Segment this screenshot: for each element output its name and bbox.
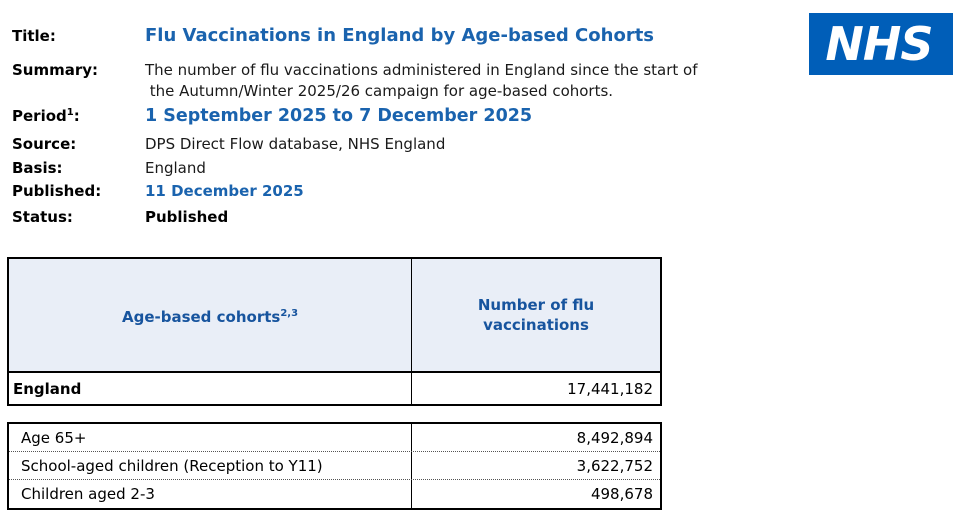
period-value: 1 September 2025 to 7 December 2025 bbox=[145, 106, 533, 126]
summary-row: Summary: The number of flu vaccinations … bbox=[12, 60, 802, 102]
count-column-header-text: Number of flu vaccinations bbox=[477, 296, 595, 334]
nhs-logo-text: NHS bbox=[825, 17, 933, 71]
summary-text: The number of flu vaccinations administe… bbox=[145, 61, 698, 100]
source-value: DPS Direct Flow database, NHS England bbox=[145, 135, 446, 153]
england-row-value: 17,441,182 bbox=[567, 379, 653, 398]
published-value: 11 December 2025 bbox=[145, 182, 304, 200]
status-value: Published bbox=[145, 208, 229, 226]
england-row-label: England bbox=[9, 373, 412, 404]
cohort-value: 498,678 bbox=[590, 485, 653, 503]
table-row: School-aged children (Reception to Y11) … bbox=[9, 452, 660, 480]
period-label-colon: : bbox=[73, 107, 80, 125]
published-row: Published: 11 December 2025 bbox=[12, 182, 802, 200]
count-column-header: Number of flu vaccinations bbox=[412, 259, 660, 371]
vaccinations-table: Age-based cohorts2,3 Number of flu vacci… bbox=[7, 257, 662, 406]
cohort-header-footnote-marker: 2,3 bbox=[280, 307, 299, 319]
published-label: Published: bbox=[12, 182, 102, 200]
period-footnote-marker: 1 bbox=[66, 107, 74, 118]
cohort-label: Children aged 2-3 bbox=[9, 480, 412, 508]
period-label-text: Period bbox=[12, 107, 67, 125]
england-total-row: England 17,441,182 bbox=[9, 373, 660, 404]
title-row: Title: Flu Vaccinations in England by Ag… bbox=[12, 25, 802, 46]
cohort-label: School-aged children (Reception to Y11) bbox=[9, 452, 412, 479]
basis-row: Basis: England bbox=[12, 159, 802, 177]
table-row: Children aged 2-3 498,678 bbox=[9, 480, 660, 508]
period-row: Period1: 1 September 2025 to 7 December … bbox=[12, 106, 802, 126]
cohort-header-label: Age-based cohorts bbox=[121, 307, 281, 326]
basis-value: England bbox=[145, 159, 206, 177]
nhs-logo: NHS bbox=[809, 13, 953, 75]
cohort-column-header: Age-based cohorts2,3 bbox=[9, 259, 412, 371]
cohort-column-header-text: Age-based cohorts2,3 bbox=[122, 304, 298, 327]
page-title: Flu Vaccinations in England by Age-based… bbox=[145, 25, 655, 46]
cohort-value: 8,492,894 bbox=[576, 428, 653, 447]
table-header-row: Age-based cohorts2,3 Number of flu vacci… bbox=[9, 259, 660, 373]
cohort-value: 3,622,752 bbox=[576, 456, 653, 475]
status-row: Status: Published bbox=[12, 208, 802, 226]
basis-label: Basis: bbox=[12, 159, 63, 177]
summary-label: Summary: bbox=[12, 61, 99, 79]
title-label: Title: bbox=[12, 27, 56, 45]
status-label: Status: bbox=[12, 208, 73, 226]
table-row: Age 65+ 8,492,894 bbox=[9, 424, 660, 452]
period-label: Period1: bbox=[12, 107, 145, 125]
cohort-breakdown-table: Age 65+ 8,492,894 School-aged children (… bbox=[7, 422, 662, 510]
source-label: Source: bbox=[12, 135, 77, 153]
source-row: Source: DPS Direct Flow database, NHS En… bbox=[12, 135, 802, 153]
cohort-label: Age 65+ bbox=[9, 424, 412, 451]
